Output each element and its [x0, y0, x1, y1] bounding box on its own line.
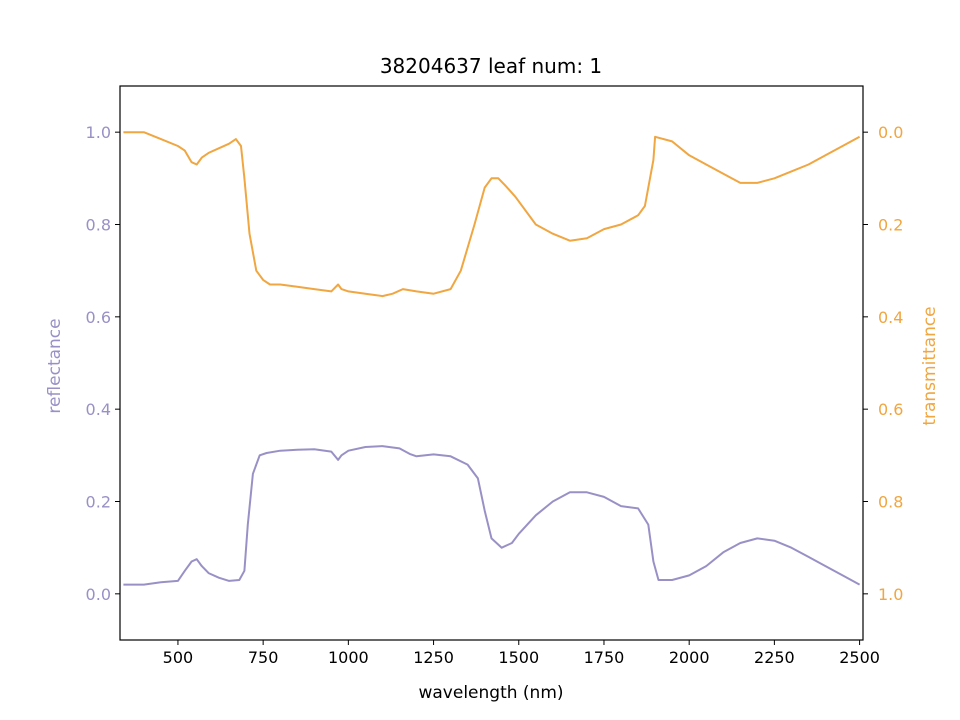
left-y-axis: 0.0 0.2 0.4 0.6 0.8 1.0 — [86, 123, 120, 604]
right-y-tick-label: 0.6 — [878, 400, 903, 419]
right-y-tick-label: 0.0 — [878, 123, 903, 142]
chart-title: 38204637 leaf num: 1 — [380, 54, 602, 78]
x-tick-label: 2250 — [754, 648, 795, 667]
x-tick-label: 750 — [248, 648, 279, 667]
left-y-tick-label: 1.0 — [86, 123, 111, 142]
transmittance-series-line — [123, 131, 861, 298]
x-tick-label: 1750 — [584, 648, 625, 667]
left-y-axis-title: reflectance — [45, 318, 65, 413]
plot-lines — [123, 131, 861, 586]
x-axis-title: wavelength (nm) — [418, 683, 563, 703]
right-y-tick-label: 0.4 — [878, 308, 903, 327]
right-y-axis-title: transmittance — [920, 306, 940, 425]
plot-frame — [119, 85, 864, 641]
left-y-tick-label: 0.0 — [86, 585, 111, 604]
x-tick-label: 1250 — [413, 648, 454, 667]
x-tick-label: 500 — [163, 648, 194, 667]
left-y-tick-label: 0.6 — [86, 308, 111, 327]
x-tick-label: 1500 — [498, 648, 539, 667]
right-y-tick-label: 1.0 — [878, 585, 903, 604]
x-axis: 500 750 1000 1250 1500 1750 2000 2250 2500 — [163, 640, 880, 667]
right-y-tick-label: 0.2 — [878, 216, 903, 235]
left-y-tick-label: 0.8 — [86, 216, 111, 235]
right-y-tick-label: 0.8 — [878, 493, 903, 512]
x-tick-label: 2500 — [839, 648, 880, 667]
left-y-tick-label: 0.4 — [86, 400, 111, 419]
reflectance-series-line — [123, 445, 861, 586]
x-tick-label: 1000 — [328, 648, 369, 667]
right-y-axis: 0.0 0.2 0.4 0.6 0.8 1.0 — [863, 123, 903, 604]
left-y-tick-label: 0.2 — [86, 493, 111, 512]
x-tick-label: 2000 — [669, 648, 710, 667]
